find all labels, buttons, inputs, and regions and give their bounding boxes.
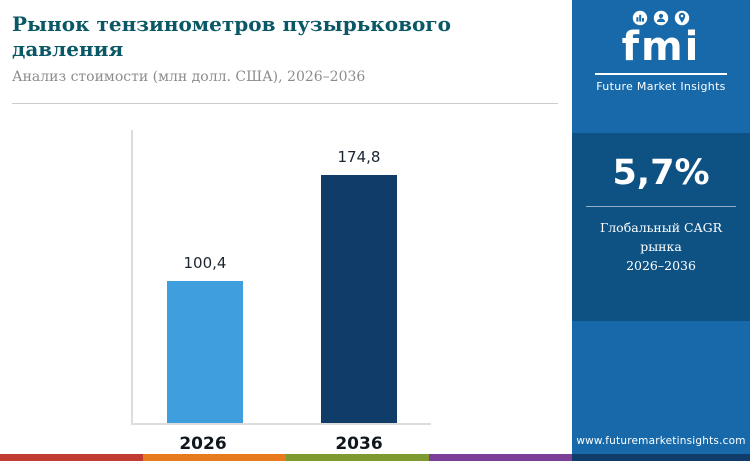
bar-chart-bubble-icon (632, 10, 648, 26)
x-axis-labels: 2026 2036 (131, 434, 431, 454)
footer-strip (0, 454, 750, 461)
footer-strip-segment (143, 454, 286, 461)
main-content: Рынок тензинометров пузырькового давлени… (12, 12, 558, 454)
footer-strip-segment (0, 454, 143, 461)
sidebar: fmi Future Market Insights 5,7% Глобальн… (572, 0, 750, 461)
person-bubble-icon (653, 10, 669, 26)
fmi-logo-icons (572, 10, 750, 26)
fmi-logo: fmi Future Market Insights (572, 0, 750, 93)
header: Рынок тензинометров пузырькового давлени… (12, 12, 558, 104)
cagr-label-line1: Глобальный CAGR рынка (599, 220, 723, 254)
cagr-divider (586, 206, 736, 207)
footer-strip-segment (572, 454, 750, 461)
page-subtitle: Анализ стоимости (млн долл. США), 2026–2… (12, 69, 366, 85)
page-title: Рынок тензинометров пузырькового давлени… (12, 12, 451, 61)
bar-group-2026: 100,4 (155, 254, 255, 423)
location-pin-bubble-icon (674, 10, 690, 26)
x-label-2036: 2036 (335, 434, 383, 454)
bar-value-2026: 100,4 (183, 254, 227, 272)
footer-strip-segment (429, 454, 572, 461)
bar-rect-2036 (321, 175, 397, 423)
fmi-logo-caption: Future Market Insights (596, 80, 726, 93)
bar-value-2036: 174,8 (337, 148, 381, 166)
x-label-2026: 2026 (179, 434, 227, 454)
bar-rect-2026 (167, 281, 243, 423)
footer-strip-segment (286, 454, 429, 461)
logo-divider (595, 73, 727, 75)
fmi-logo-text: fmi (621, 24, 701, 70)
plot-area: 100,4 174,8 (131, 130, 431, 425)
cagr-panel: 5,7% Глобальный CAGR рынка 2026–2036 (572, 133, 750, 322)
cagr-value: 5,7% (612, 153, 710, 193)
bar-group-2036: 174,8 (309, 148, 409, 423)
website-link[interactable]: www.futuremarketinsights.com (576, 435, 746, 447)
cagr-label-line2: 2026–2036 (626, 257, 696, 273)
bar-chart: 100,4 174,8 2026 2036 (131, 130, 431, 454)
